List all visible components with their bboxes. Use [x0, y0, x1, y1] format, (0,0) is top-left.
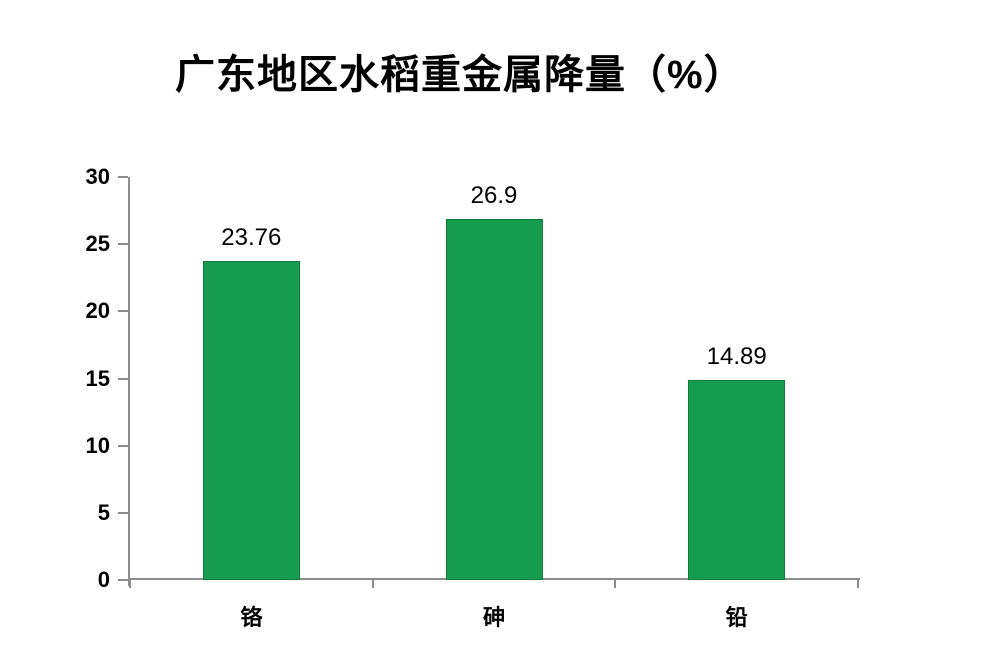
bar — [688, 379, 786, 580]
category-label: 铬 — [240, 605, 263, 630]
y-axis-line — [128, 177, 130, 586]
y-tick — [118, 176, 128, 178]
y-tick-label: 20 — [85, 298, 110, 324]
bar-value-label: 23.76 — [221, 223, 282, 251]
y-tick-label: 25 — [85, 231, 110, 257]
category-label: 砷 — [482, 605, 505, 630]
y-tick-label: 30 — [85, 164, 110, 189]
y-tick — [118, 377, 128, 380]
bar — [445, 218, 543, 580]
y-tick — [118, 444, 128, 447]
y-tick — [118, 243, 128, 246]
x-tick — [129, 580, 131, 588]
bar-value-label: 14.89 — [706, 342, 767, 370]
x-tick — [371, 580, 374, 588]
x-tick — [857, 580, 859, 588]
category-label: 铅 — [725, 605, 748, 630]
y-tick — [118, 579, 128, 581]
y-tick-label: 0 — [97, 567, 110, 592]
chart-title: 广东地区水稻重金属降量（%） — [175, 53, 745, 97]
y-tick-label: 15 — [85, 365, 110, 391]
y-tick-label: 5 — [97, 499, 110, 525]
bar-value-label: 26.9 — [470, 181, 518, 209]
x-tick — [614, 580, 617, 588]
y-tick — [118, 310, 128, 313]
bar — [202, 260, 300, 580]
y-tick — [118, 511, 128, 514]
y-tick-label: 10 — [85, 432, 110, 458]
